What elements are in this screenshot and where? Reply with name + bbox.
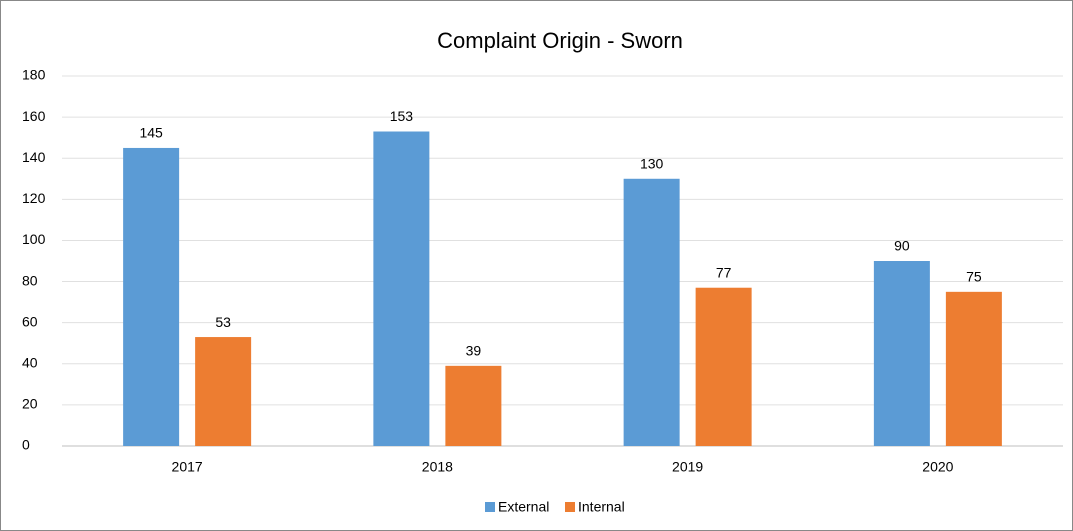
legend-label: Internal bbox=[578, 499, 625, 515]
y-tick-label: 0 bbox=[22, 437, 30, 453]
data-label: 145 bbox=[139, 125, 163, 141]
y-tick-label: 20 bbox=[22, 396, 38, 412]
y-tick-label: 80 bbox=[22, 272, 38, 288]
bar bbox=[445, 365, 502, 446]
data-label: 130 bbox=[640, 155, 664, 171]
legend-swatch bbox=[485, 502, 495, 512]
chart-title: Complaint Origin - Sworn bbox=[437, 28, 683, 53]
x-tick-label: 2019 bbox=[672, 459, 703, 475]
bar bbox=[195, 337, 252, 446]
legend-swatch bbox=[565, 502, 575, 512]
data-label: 75 bbox=[966, 269, 982, 285]
x-tick-label: 2018 bbox=[422, 459, 453, 475]
data-label: 77 bbox=[716, 264, 732, 280]
bar bbox=[123, 147, 180, 446]
bar bbox=[873, 261, 930, 446]
bar bbox=[373, 131, 430, 446]
y-tick-label: 140 bbox=[22, 149, 46, 165]
data-label: 53 bbox=[215, 314, 231, 330]
data-label: 90 bbox=[894, 238, 910, 254]
bar bbox=[695, 287, 752, 446]
y-tick-label: 120 bbox=[22, 190, 46, 206]
y-tick-label: 180 bbox=[22, 67, 46, 83]
y-tick-label: 40 bbox=[22, 354, 38, 370]
legend-label: External bbox=[498, 499, 549, 515]
data-label: 39 bbox=[466, 343, 482, 359]
x-tick-label: 2020 bbox=[922, 459, 953, 475]
y-tick-label: 100 bbox=[22, 231, 46, 247]
x-tick-label: 2017 bbox=[172, 459, 203, 475]
bar bbox=[623, 178, 680, 446]
data-label: 153 bbox=[390, 108, 414, 124]
y-tick-label: 160 bbox=[22, 108, 46, 124]
y-tick-label: 60 bbox=[22, 313, 38, 329]
bar bbox=[945, 291, 1002, 446]
